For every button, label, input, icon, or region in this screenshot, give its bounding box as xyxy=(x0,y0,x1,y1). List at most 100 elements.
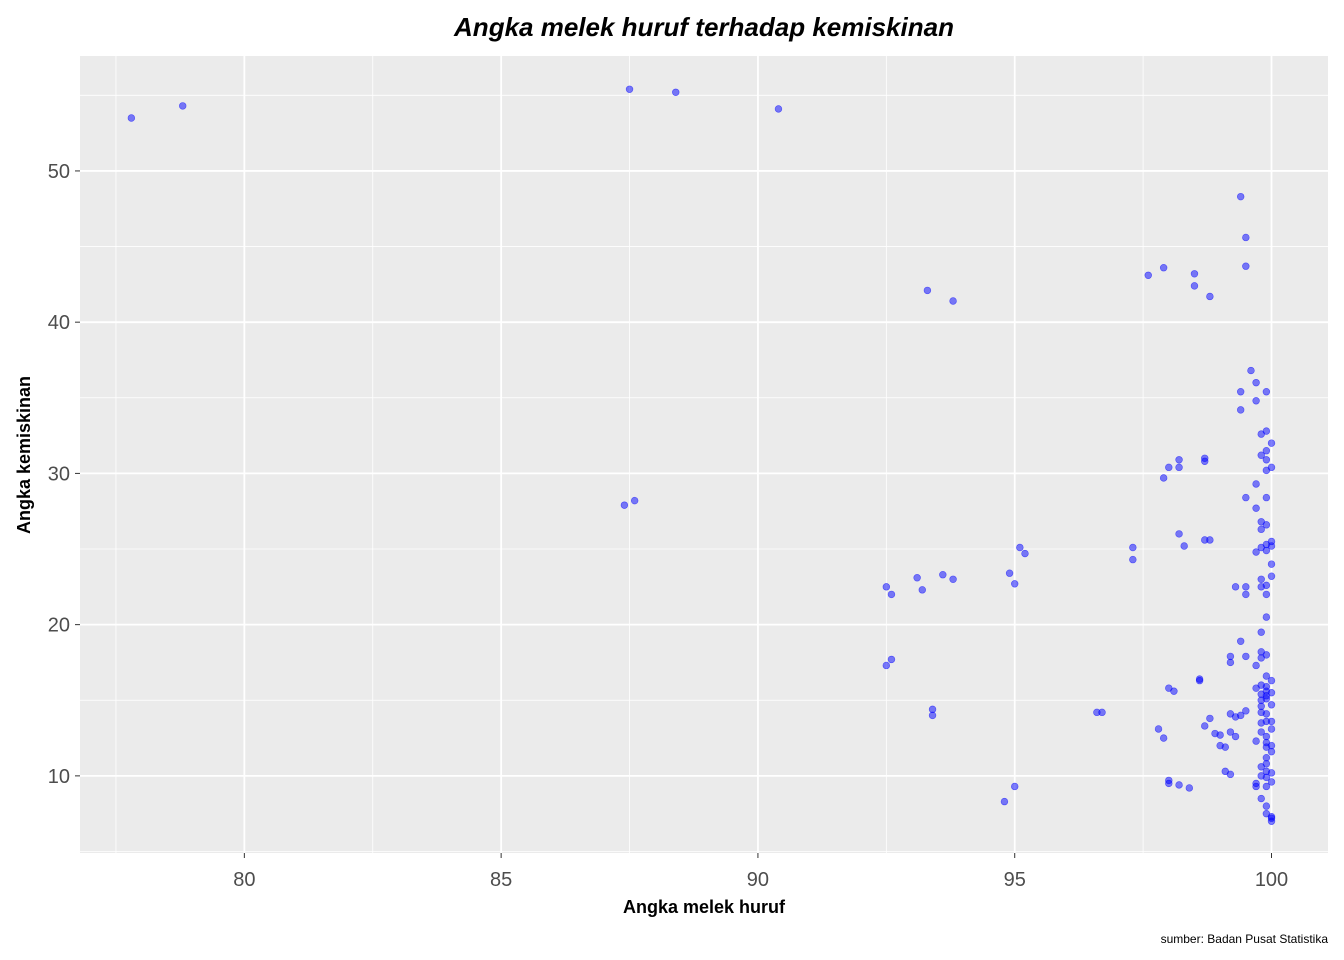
x-axis-title: Angka melek huruf xyxy=(623,897,786,917)
data-point xyxy=(1267,717,1276,726)
data-point xyxy=(1257,728,1265,736)
x-tick-label: 90 xyxy=(747,869,769,891)
data-point xyxy=(882,661,891,670)
data-point xyxy=(1242,493,1250,502)
data-point xyxy=(1159,264,1168,272)
data-point xyxy=(1252,504,1260,512)
data-point xyxy=(1190,282,1199,290)
data-point xyxy=(1159,474,1168,482)
data-point xyxy=(1257,525,1265,534)
data-point xyxy=(1236,192,1245,201)
data-point xyxy=(1098,708,1106,717)
data-point xyxy=(1262,651,1271,659)
data-point xyxy=(1262,613,1271,621)
data-points xyxy=(127,85,1276,825)
data-point xyxy=(1242,707,1250,715)
data-point xyxy=(1242,583,1250,591)
data-point xyxy=(1129,543,1137,552)
data-point xyxy=(1005,569,1014,577)
data-point xyxy=(1016,543,1024,552)
data-point xyxy=(1252,480,1260,488)
data-point xyxy=(1267,747,1276,756)
major-gridlines xyxy=(80,56,1328,853)
data-point xyxy=(1201,457,1209,466)
data-point xyxy=(1267,560,1276,568)
data-point xyxy=(1175,530,1183,538)
x-tick-label: 100 xyxy=(1255,869,1288,891)
x-axis-ticks: 80 85 90 95 100 xyxy=(233,853,1288,891)
data-point xyxy=(1129,555,1137,564)
data-point xyxy=(1262,782,1271,791)
data-point xyxy=(1262,695,1271,703)
data-point xyxy=(1021,549,1029,558)
data-point xyxy=(1231,583,1240,591)
data-point xyxy=(1206,292,1214,301)
x-tick-label: 80 xyxy=(233,869,255,891)
data-point xyxy=(1262,590,1271,599)
plot-panel xyxy=(80,56,1328,853)
data-point xyxy=(774,105,783,113)
data-point xyxy=(913,574,921,582)
data-point xyxy=(1262,388,1271,396)
data-point xyxy=(1262,493,1271,502)
data-point xyxy=(1231,732,1240,741)
data-point xyxy=(1011,580,1019,588)
y-tick-label: 40 xyxy=(48,312,70,334)
data-point xyxy=(1165,463,1173,472)
data-point xyxy=(1262,773,1271,782)
data-point xyxy=(1267,769,1276,777)
data-point xyxy=(1267,439,1276,447)
data-point xyxy=(1267,463,1276,472)
data-point xyxy=(949,297,957,305)
data-point xyxy=(1011,782,1019,791)
data-point xyxy=(1257,794,1265,803)
data-point xyxy=(1267,701,1276,709)
data-point xyxy=(1165,776,1173,785)
data-point xyxy=(1267,814,1276,822)
data-point xyxy=(1236,406,1245,414)
data-point xyxy=(1257,451,1265,459)
data-point xyxy=(1242,652,1250,661)
y-axis-ticks: 10 20 30 40 50 xyxy=(48,161,80,788)
data-point xyxy=(1226,770,1235,779)
data-point xyxy=(1242,262,1250,270)
data-point xyxy=(1242,590,1250,599)
data-point xyxy=(1216,731,1224,739)
data-point xyxy=(882,583,891,591)
data-point xyxy=(1236,711,1245,720)
source-caption: sumber: Badan Pusat Statistika xyxy=(1161,932,1329,946)
y-axis-title: Angka kemiskinan xyxy=(14,376,34,534)
data-point xyxy=(1226,728,1235,736)
data-point xyxy=(1190,270,1199,278)
data-point xyxy=(1206,714,1214,723)
data-point xyxy=(928,711,937,720)
data-point xyxy=(1175,456,1183,464)
data-point xyxy=(1262,732,1271,741)
data-point xyxy=(630,496,639,505)
data-point xyxy=(1175,463,1183,472)
data-point xyxy=(1262,760,1271,768)
x-tick-label: 95 xyxy=(1004,869,1026,891)
data-point xyxy=(1262,687,1271,695)
data-point xyxy=(1144,271,1152,279)
data-point xyxy=(1159,734,1168,742)
data-point xyxy=(1252,779,1260,788)
data-point xyxy=(1252,548,1260,556)
data-point xyxy=(1257,628,1265,636)
data-point xyxy=(1201,722,1209,730)
data-point xyxy=(1252,378,1260,387)
data-point xyxy=(179,102,187,110)
data-point xyxy=(1262,802,1271,810)
data-point xyxy=(887,655,896,664)
x-tick-label: 85 xyxy=(490,869,512,891)
data-point xyxy=(625,85,634,93)
data-point xyxy=(1236,637,1245,645)
data-point xyxy=(1236,388,1245,396)
data-point xyxy=(1262,447,1271,455)
data-point xyxy=(1262,427,1271,435)
data-point xyxy=(923,286,932,295)
data-point xyxy=(1000,797,1009,806)
data-point xyxy=(1206,536,1214,544)
data-point xyxy=(1267,778,1276,786)
